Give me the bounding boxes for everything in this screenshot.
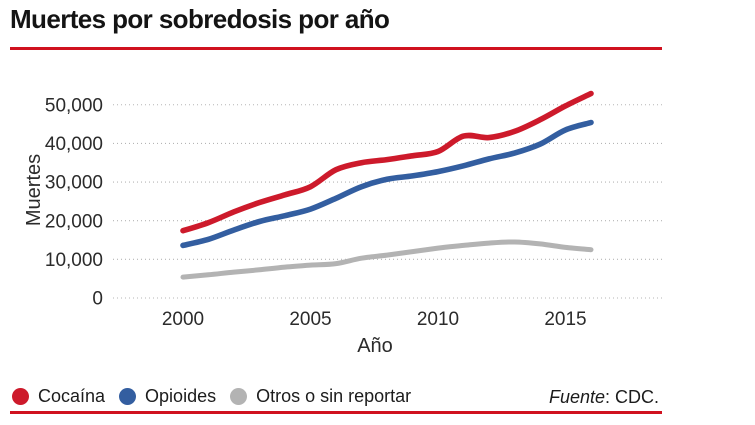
- cocaina-dot-icon: [12, 388, 29, 405]
- svg-text:2015: 2015: [544, 309, 586, 330]
- svg-text:40,000: 40,000: [45, 134, 103, 155]
- source-prefix: Fuente: [548, 387, 605, 407]
- overdose-line-chart: 0 10,000 20,000 30,000 40,000 50,000 2000 2005 2…: [23, 90, 662, 357]
- svg-text:50,000: 50,000: [45, 95, 103, 116]
- legend-item-cocaina: Cocaína: [12, 386, 105, 407]
- svg-text:Muertes: Muertes: [23, 154, 45, 226]
- svg-text:2010: 2010: [417, 309, 459, 330]
- otros-dot-icon: [230, 388, 248, 405]
- legend-item-opioides: Opioides: [119, 386, 216, 407]
- source-suffix: : CDC.: [605, 387, 659, 407]
- legend-label-otros: Otros o sin reportar: [256, 386, 412, 406]
- opioides-dot-icon: [119, 388, 137, 405]
- svg-text:Año: Año: [357, 335, 393, 357]
- svg-text:20,000: 20,000: [45, 211, 103, 232]
- title-rule: [10, 47, 662, 50]
- svg-text:30,000: 30,000: [45, 173, 103, 194]
- page-title: Muertes por sobredosis por año: [10, 4, 390, 34]
- svg-text:2000: 2000: [162, 309, 204, 330]
- svg-text:0: 0: [92, 289, 103, 310]
- svg-text:2005: 2005: [289, 309, 331, 330]
- bottom-rule: [10, 411, 662, 414]
- legend-label-opioides: Opioides: [145, 386, 217, 406]
- source-note: Fuente: CDC.: [549, 387, 659, 408]
- chart-legend: Cocaína Opioides Otros o sin reportar: [12, 386, 411, 407]
- legend-item-otros: Otros o sin reportar: [230, 386, 411, 407]
- legend-label-cocaina: Cocaína: [38, 386, 106, 406]
- svg-text:10,000: 10,000: [45, 250, 103, 271]
